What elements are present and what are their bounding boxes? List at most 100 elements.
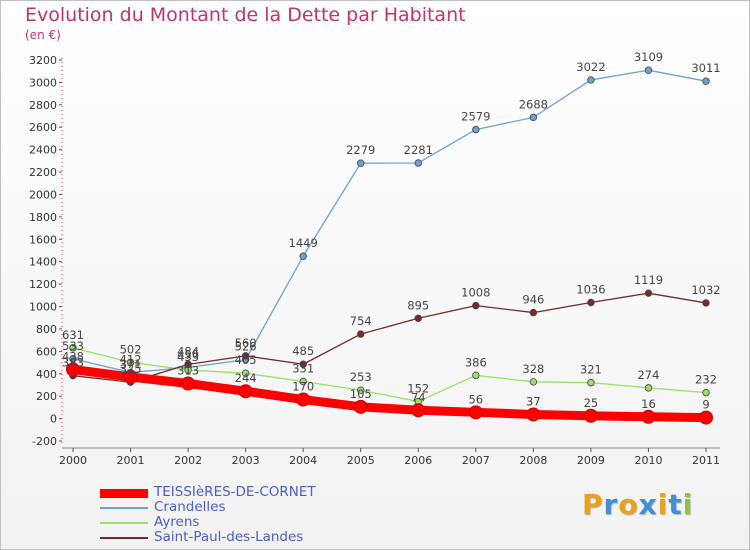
x-tick-label: 2009 bbox=[577, 454, 605, 467]
data-label: 386 bbox=[465, 355, 487, 369]
series-line-crandelles bbox=[72, 69, 707, 374]
data-label: 25 bbox=[584, 396, 599, 410]
data-point bbox=[641, 409, 656, 424]
data-point bbox=[414, 314, 422, 322]
data-point bbox=[353, 399, 368, 414]
data-point bbox=[126, 358, 135, 367]
data-label: 325 bbox=[120, 362, 142, 376]
data-label: 56 bbox=[468, 392, 483, 406]
x-tick-label: 2011 bbox=[692, 454, 720, 467]
y-tick-label: 2200 bbox=[29, 166, 57, 179]
y-tick-label: 800 bbox=[36, 323, 57, 336]
data-point bbox=[702, 299, 710, 307]
data-point bbox=[357, 330, 365, 338]
data-point bbox=[472, 125, 480, 134]
data-point bbox=[241, 369, 250, 377]
data-label: 533 bbox=[62, 339, 84, 353]
data-label: 3022 bbox=[576, 60, 605, 74]
data-label: 631 bbox=[62, 328, 84, 342]
data-label: 1449 bbox=[289, 236, 318, 250]
legend-swatch bbox=[100, 507, 148, 509]
legend-swatch bbox=[100, 488, 148, 498]
proxiti-logo: Proxiti bbox=[582, 488, 694, 521]
data-label: 105 bbox=[350, 387, 372, 401]
series-line-teissi-res-de-cornet bbox=[68, 365, 711, 423]
data-point bbox=[299, 252, 307, 260]
data-point bbox=[472, 371, 480, 380]
data-label: 1032 bbox=[691, 283, 720, 297]
y-tick-label: 200 bbox=[36, 390, 57, 403]
x-tick-label: 2001 bbox=[117, 454, 145, 467]
data-label: 2579 bbox=[461, 110, 490, 124]
data-point bbox=[66, 362, 80, 377]
y-tick-label: 2000 bbox=[29, 188, 57, 201]
data-point bbox=[583, 408, 598, 423]
data-label: 331 bbox=[292, 361, 314, 375]
data-point bbox=[702, 388, 710, 397]
data-label: 371 bbox=[120, 357, 142, 371]
y-tick-label: 600 bbox=[36, 345, 57, 358]
data-label: 1036 bbox=[576, 282, 605, 296]
data-label: 502 bbox=[120, 342, 142, 356]
y-tick-label: 2600 bbox=[29, 121, 57, 134]
data-label: 232 bbox=[695, 373, 717, 387]
y-tick-label: 1600 bbox=[29, 233, 57, 246]
data-label: 405 bbox=[235, 353, 257, 367]
data-label: 244 bbox=[235, 371, 257, 385]
series-line-saint-paul-des-landes bbox=[72, 292, 707, 383]
data-point bbox=[529, 308, 538, 317]
legend-label: Crandelles bbox=[154, 499, 226, 515]
data-point bbox=[181, 376, 196, 391]
x-tick-label: 2005 bbox=[347, 454, 375, 467]
data-point bbox=[526, 407, 541, 422]
data-point bbox=[468, 405, 483, 420]
data-label: 37 bbox=[526, 394, 541, 408]
x-tick-label: 2000 bbox=[59, 454, 87, 467]
y-tick-label: 2400 bbox=[29, 144, 57, 157]
data-label: 484 bbox=[177, 344, 199, 358]
data-point bbox=[296, 392, 311, 407]
legend-label: Ayrens bbox=[154, 514, 200, 530]
data-point bbox=[69, 355, 77, 363]
x-tick-label: 2010 bbox=[634, 454, 662, 467]
data-point bbox=[587, 76, 595, 84]
data-point bbox=[238, 384, 253, 399]
x-tick-label: 2007 bbox=[462, 454, 490, 467]
data-label: 9 bbox=[702, 398, 709, 412]
data-label: 16 bbox=[641, 397, 656, 411]
x-tick-label: 2003 bbox=[232, 454, 260, 467]
data-label: 485 bbox=[292, 344, 314, 358]
x-tick-label: 2002 bbox=[174, 454, 202, 467]
data-point bbox=[644, 289, 653, 297]
data-label: 274 bbox=[637, 368, 659, 382]
data-label: 2281 bbox=[404, 143, 433, 157]
data-point bbox=[587, 378, 595, 387]
data-point bbox=[644, 384, 653, 392]
data-label: 433 bbox=[177, 350, 199, 364]
data-label: 152 bbox=[407, 382, 429, 396]
data-point bbox=[299, 377, 307, 386]
data-point bbox=[472, 301, 480, 310]
data-point bbox=[529, 378, 538, 386]
data-point bbox=[299, 360, 307, 368]
data-label: 321 bbox=[580, 363, 602, 377]
data-point bbox=[411, 403, 426, 418]
data-label: 560 bbox=[235, 336, 257, 350]
data-label: 3109 bbox=[634, 50, 663, 64]
y-tick-label: 0 bbox=[50, 413, 57, 426]
data-point bbox=[644, 66, 653, 74]
data-label: 438 bbox=[62, 350, 84, 364]
data-label: 526 bbox=[235, 340, 257, 354]
data-point bbox=[587, 298, 595, 307]
y-tick-label: 3200 bbox=[29, 54, 57, 67]
data-label: 895 bbox=[407, 298, 429, 312]
data-point bbox=[184, 360, 192, 369]
data-label: 1008 bbox=[461, 286, 490, 300]
chart-subtitle: (en €) bbox=[25, 28, 61, 42]
data-label: 456 bbox=[177, 347, 199, 361]
data-label: 170 bbox=[292, 380, 314, 394]
data-label: 2688 bbox=[519, 97, 548, 111]
legend-swatch bbox=[100, 537, 148, 539]
